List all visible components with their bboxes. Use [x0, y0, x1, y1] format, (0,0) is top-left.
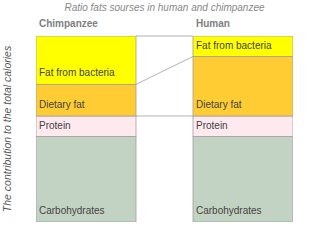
segment-label: Protein [39, 120, 71, 131]
bar-segment [36, 84, 136, 116]
connector-line [136, 36, 193, 37]
category-label: Human [196, 18, 230, 29]
y-axis-title: The contribution to the total calories [1, 45, 13, 212]
chart: Ratio fats sourses in human and chimpanz… [0, 0, 310, 230]
category-label: Chimpanzee [39, 18, 98, 29]
segment-label: Carbohydrates [196, 205, 262, 216]
segment-label: Dietary fat [39, 99, 85, 110]
bar-segment [193, 136, 293, 222]
segment-label: Dietary fat [196, 99, 242, 110]
bar-segment [36, 116, 136, 136]
bar-segment [36, 36, 136, 84]
bar-segment [36, 136, 136, 222]
connector-line [136, 56, 193, 84]
bar-segment [193, 36, 293, 56]
connector-line [136, 115, 193, 116]
segment-labels: Carbohydrates Carbohydrates Protein Protein… [39, 40, 272, 216]
bar-segment [193, 116, 293, 136]
title: Ratio fats sourses in human and chimpanz… [64, 2, 265, 13]
segment-label: Protein [196, 120, 228, 131]
bars [36, 36, 293, 222]
segment-label: Carbohydrates [39, 205, 105, 216]
bar-segment [193, 56, 293, 116]
segment-label: Fat from bacteria [39, 67, 115, 78]
segment-label: Fat from bacteria [196, 40, 272, 51]
